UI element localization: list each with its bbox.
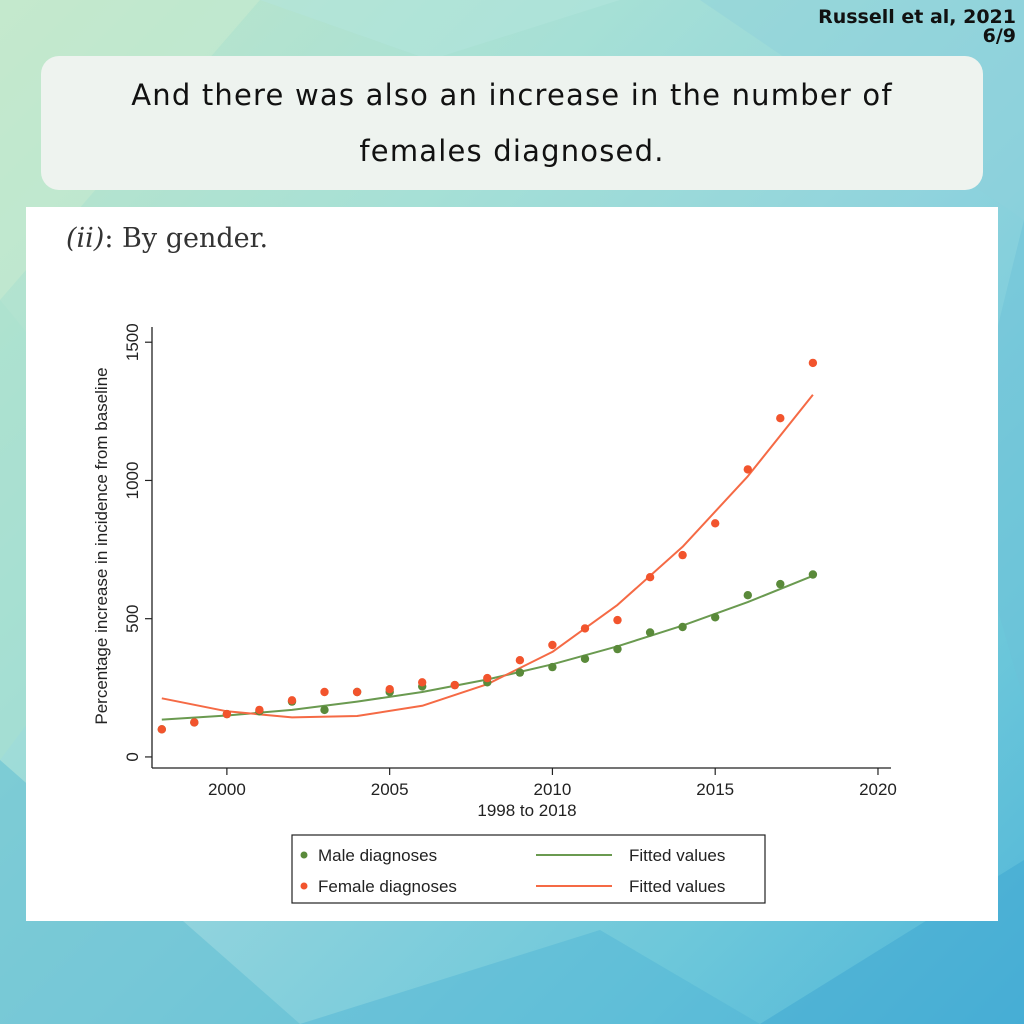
male-point xyxy=(613,644,622,654)
panel-label: (ii) xyxy=(66,223,105,254)
y-tick-label: 0 xyxy=(123,752,142,761)
male-point xyxy=(808,570,818,579)
x-tick-label: 2015 xyxy=(696,780,734,799)
male-point xyxy=(580,654,590,663)
female-point xyxy=(743,465,752,474)
x-tick-label: 2005 xyxy=(371,780,409,799)
legend-female-label: Female diagnoses xyxy=(318,877,457,896)
female-point xyxy=(190,718,199,727)
slide-counter: 6/9 xyxy=(982,25,1016,47)
male-point xyxy=(645,628,655,637)
female-point xyxy=(613,615,622,625)
male-point xyxy=(548,662,557,672)
x-axis-label: 1998 to 2018 xyxy=(477,801,576,820)
female-point xyxy=(222,709,232,719)
female-point xyxy=(418,678,427,687)
male-point xyxy=(743,591,752,600)
female-point xyxy=(385,685,394,694)
female-point xyxy=(711,519,720,528)
panel-caption: (ii): By gender. xyxy=(66,223,268,254)
male-point xyxy=(515,668,525,677)
x-tick-label: 2010 xyxy=(534,780,572,799)
female-point xyxy=(287,696,297,705)
male-point xyxy=(776,579,785,589)
male-point xyxy=(320,705,329,715)
female-point xyxy=(157,725,166,734)
female-point xyxy=(352,687,362,697)
panel-caption-text: : By gender. xyxy=(104,223,269,254)
female-point xyxy=(678,550,687,560)
female-point xyxy=(515,656,525,665)
legend-box xyxy=(291,834,766,904)
legend-female-marker xyxy=(300,882,308,890)
legend: Male diagnoses Female diagnoses Fitted v… xyxy=(291,834,766,904)
female-point xyxy=(255,705,264,715)
legend-male-label: Male diagnoses xyxy=(318,846,437,865)
y-tick-label: 1000 xyxy=(123,462,142,500)
male-point xyxy=(711,613,720,622)
citation-author-year: Russell et al, 2021 xyxy=(818,6,1016,28)
female-point xyxy=(483,673,492,683)
x-tick-label: 2000 xyxy=(208,780,246,799)
female-point xyxy=(450,680,459,690)
message-box: And there was also an increase in the nu… xyxy=(41,56,983,190)
female-point xyxy=(580,624,590,633)
chart: 2000 2005 2010 2015 2020 0 500 1000 1500 1998 to… xyxy=(92,323,897,904)
figure-panel: (ii): By gender. 2000 2005 2010 2015 2020 0 50… xyxy=(26,207,998,921)
x-tick-label: 2020 xyxy=(859,780,897,799)
male-point xyxy=(678,622,687,632)
legend-female-fit-label: Fitted values xyxy=(629,877,725,896)
female-point xyxy=(320,687,329,697)
male-fitted-line xyxy=(161,574,814,721)
female-point xyxy=(645,573,655,582)
citation: Russell et al, 2021 6/9 xyxy=(818,8,1016,46)
female-point xyxy=(548,640,557,650)
y-tick-label: 500 xyxy=(123,605,142,633)
y-axis-label: Percentage increase in incidence from ba… xyxy=(92,367,111,724)
message-text: And there was also an increase in the nu… xyxy=(131,78,893,168)
female-point xyxy=(808,358,818,368)
legend-male-marker xyxy=(300,851,308,859)
female-fitted-line xyxy=(161,394,814,719)
legend-male-fit-label: Fitted values xyxy=(629,846,725,865)
y-tick-label: 1500 xyxy=(123,323,142,361)
female-point xyxy=(776,414,785,423)
